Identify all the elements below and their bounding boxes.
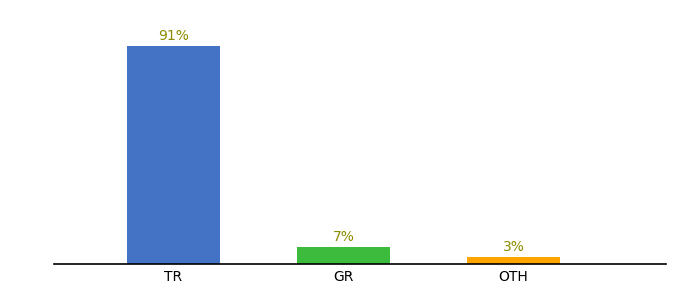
Bar	[296, 247, 390, 264]
Text: 3%: 3%	[503, 240, 524, 254]
Text: 7%: 7%	[333, 230, 354, 244]
Bar	[126, 46, 220, 264]
Text: 91%: 91%	[158, 29, 189, 43]
Bar	[466, 257, 560, 264]
